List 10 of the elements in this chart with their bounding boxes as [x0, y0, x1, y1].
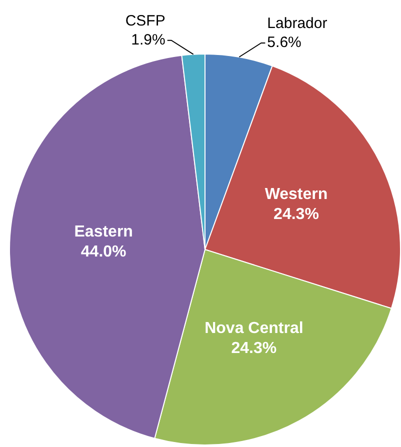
data-label: 44.0%	[80, 244, 126, 261]
slice-label: CSFP	[125, 12, 166, 30]
slice-label: Labrador	[267, 15, 328, 32]
data-label: 5.6%	[267, 34, 302, 52]
slice-label: Nova Central	[204, 320, 304, 338]
data-label: 24.3%	[231, 340, 277, 358]
slice-label: Western	[264, 186, 328, 204]
data-label: 1.9%	[131, 31, 166, 48]
slice-label: Eastern	[74, 224, 133, 241]
data-label: 24.3%	[274, 206, 319, 224]
